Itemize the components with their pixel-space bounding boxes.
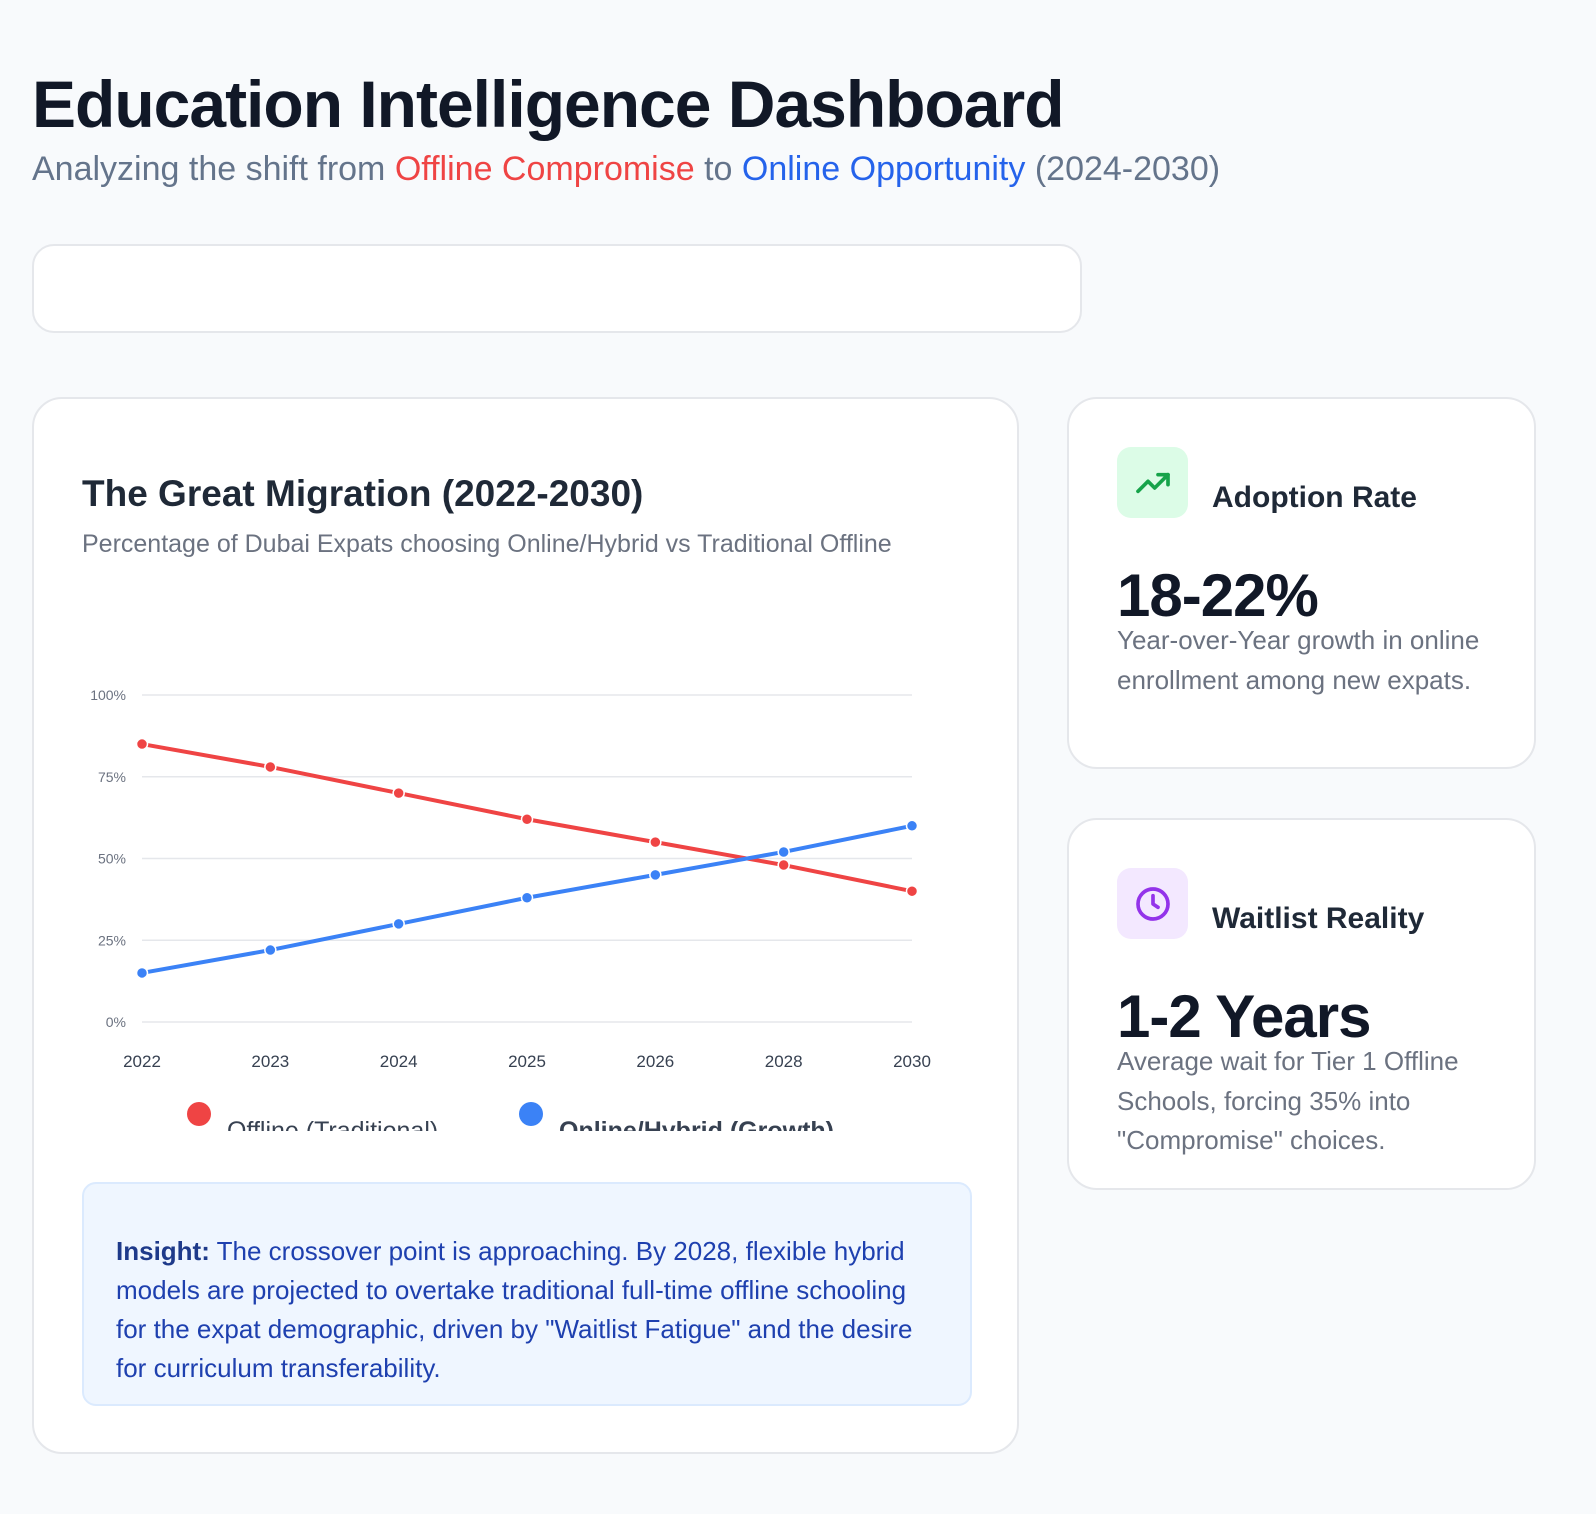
subtitle-text: Analyzing the shift from (32, 150, 395, 188)
insight-label: Insight: (116, 1236, 210, 1266)
y-tick-label: 25% (98, 932, 126, 948)
legend-label: Offline (Traditional) (227, 1117, 438, 1131)
stat-title: Adoption Rate (1212, 481, 1417, 514)
data-point (392, 786, 405, 800)
data-point (905, 819, 919, 833)
data-point (777, 845, 790, 859)
y-tick-label: 75% (98, 769, 126, 785)
insight-box: Insight: The crossover point is approach… (82, 1182, 972, 1406)
y-tick-label: 50% (98, 851, 126, 867)
data-point (520, 813, 534, 826)
data-point (264, 943, 277, 957)
clock-icon (1117, 868, 1188, 939)
chart-subtitle: Percentage of Dubai Expats choosing Onli… (82, 530, 892, 558)
data-point (520, 891, 534, 904)
empty-panel (32, 244, 1082, 333)
subtitle-text: (2024-2030) (1025, 150, 1221, 188)
stat-card-waitlist: Waitlist Reality 1-2 Years Average wait … (1067, 818, 1536, 1190)
subtitle-online: Online Opportunity (741, 150, 1026, 188)
chart-title: The Great Migration (2022-2030) (82, 473, 644, 514)
data-point (905, 884, 919, 898)
chart-container: 0% 25% 50% 75% 100% 2022 2023 2024 2025 2026 2028 2… (34, 669, 1021, 1131)
legend-marker (187, 1102, 211, 1126)
stat-value: 1-2 Years (1117, 983, 1371, 1050)
x-tick-label: 2022 (123, 1052, 161, 1071)
x-tick-label: 2026 (636, 1052, 674, 1071)
chart-card: The Great Migration (2022-2030) Percenta… (32, 397, 1019, 1454)
data-point (649, 835, 662, 849)
trending-up-icon (1117, 447, 1188, 518)
insight-text: The crossover point is approaching. By 2… (116, 1236, 913, 1383)
data-point (392, 917, 405, 931)
x-tick-label: 2030 (893, 1052, 931, 1071)
x-tick-label: 2023 (251, 1052, 289, 1071)
data-point (135, 966, 149, 980)
page-subtitle: Analyzing the shift from Offline Comprom… (32, 150, 1220, 189)
legend-label: Online/Hybrid (Growth) (559, 1117, 834, 1131)
legend-marker (519, 1102, 543, 1126)
stat-description: Year-over-Year growth in online enrollme… (1117, 625, 1480, 695)
page-title: Education Intelligence Dashboard (32, 67, 1065, 141)
data-point (649, 868, 662, 882)
stat-card-adoption: Adoption Rate 18-22% Year-over-Year grow… (1067, 397, 1536, 769)
y-tick-label: 100% (90, 687, 126, 703)
y-tick-label: 0% (106, 1014, 126, 1030)
data-point (264, 760, 277, 774)
x-tick-label: 2025 (508, 1052, 546, 1071)
data-point (777, 858, 790, 872)
stat-title: Waitlist Reality (1212, 902, 1425, 935)
stat-value: 18-22% (1117, 562, 1319, 629)
data-point (135, 737, 149, 751)
line-chart: 0% 25% 50% 75% 100% 2022 2023 2024 2025 2026 2028 2… (90, 687, 931, 1131)
x-tick-label: 2024 (380, 1052, 418, 1071)
x-tick-label: 2028 (765, 1052, 803, 1071)
subtitle-text: to (694, 150, 742, 188)
stat-description: Average wait for Tier 1 Offline Schools,… (1117, 1046, 1459, 1155)
subtitle-offline: Offline Compromise (394, 150, 695, 188)
